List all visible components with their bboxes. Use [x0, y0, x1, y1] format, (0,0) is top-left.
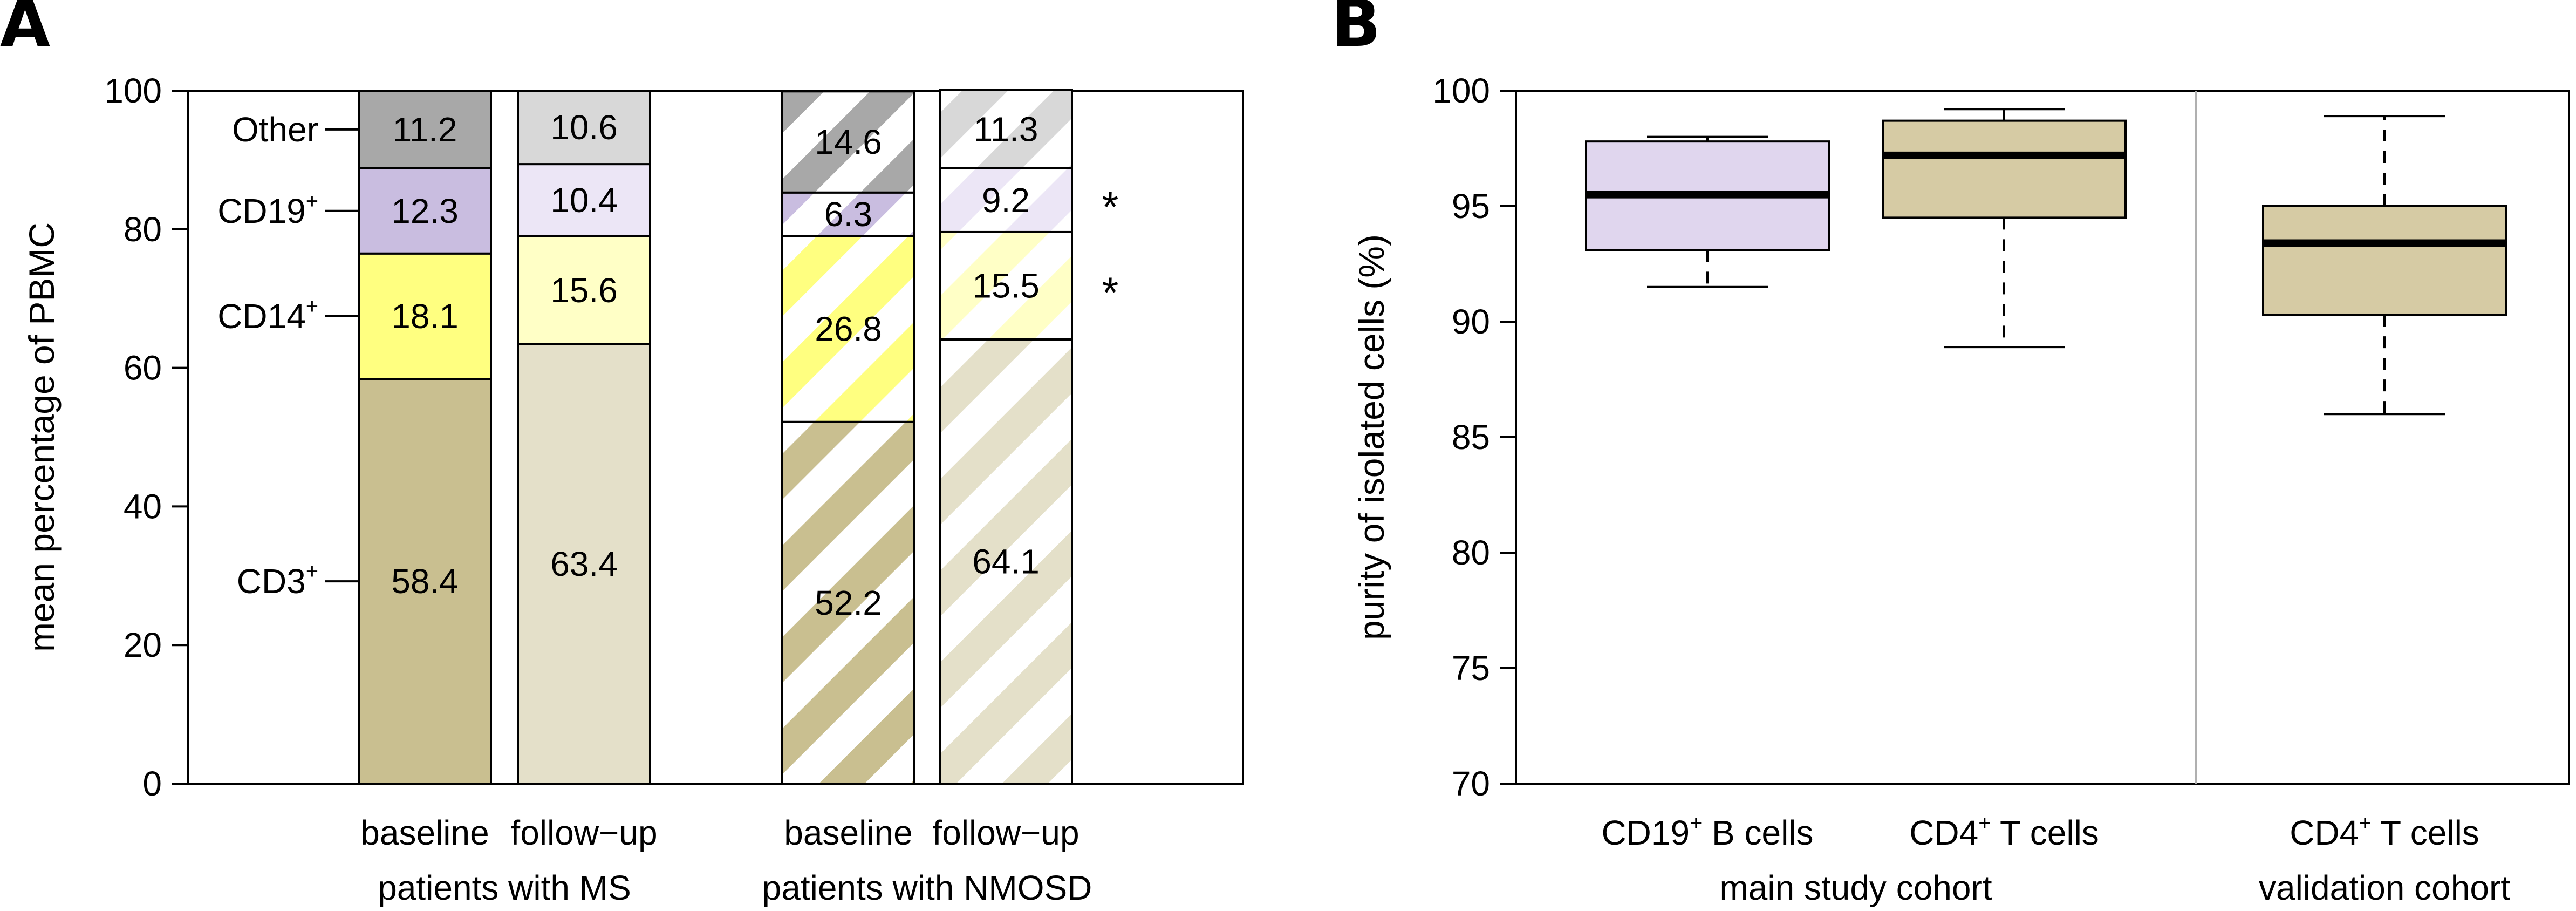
legend-label-cd19-sup: + [306, 189, 318, 213]
box-iqr [2262, 205, 2507, 316]
x-tick-label-b-sup: + [1690, 811, 1702, 835]
x-tick-label-a: baseline [784, 813, 912, 852]
x-tick-label-b-base: CD19 [1601, 813, 1690, 852]
data-label-cd19: 9.2 [982, 181, 1030, 220]
legend-label-other: Other [232, 110, 318, 149]
y-tick-label-b: 100 [1432, 71, 1490, 110]
y-tick-label-a: 100 [104, 71, 162, 110]
bar-segment-hatch [782, 421, 914, 784]
data-label-cd3: 58.4 [391, 562, 459, 601]
legend-label-cd14-sup: + [306, 295, 318, 318]
data-label-cd14: 15.5 [972, 266, 1040, 305]
x-tick-label-b-base: CD4 [1909, 813, 1978, 852]
bar-segment-hatch [940, 168, 1072, 232]
group-label-a: patients with MS [378, 868, 631, 907]
data-label-cd14: 15.6 [550, 271, 618, 310]
x-tick-label-a: follow−up [932, 813, 1079, 852]
bar-segment-outline [517, 90, 651, 166]
x-tick-label-b: CD4+ T cells [1909, 811, 2099, 852]
data-label-other: 14.6 [815, 123, 882, 161]
y-tick-label-b: 85 [1452, 418, 1490, 457]
data-label-cd19: 6.3 [824, 195, 872, 234]
x-tick-label-b-suffix: T cells [2371, 813, 2479, 852]
y-axis-label-b: purity of isolated cells (%) [1351, 234, 1391, 640]
data-label-cd14: 18.1 [391, 297, 459, 336]
bar-segment-cd14 [359, 253, 491, 379]
group-label-b: main study cohort [1719, 868, 1992, 907]
y-tick-label-a: 80 [124, 210, 162, 249]
bar-segment-other [518, 91, 650, 165]
x-tick-label-b: CD4+ T cells [2290, 811, 2479, 852]
data-label-other: 10.6 [550, 108, 618, 147]
bar-segment-cd14 [518, 236, 650, 344]
x-tick-label-b-suffix: B cells [1702, 813, 1813, 852]
panel-a-stacked-bar-chart: 0 20 40 60 80 100 mean percentage of PBMC 58.4 1… [22, 71, 1244, 907]
data-label-other: 11.3 [974, 110, 1038, 148]
y-tick-label-b: 80 [1452, 533, 1490, 572]
legend-label-cd3-sup: + [306, 560, 318, 583]
bar-segment-hatch [940, 90, 1072, 168]
data-label-cd3: 63.4 [550, 545, 618, 583]
bar-segment-cd3 [518, 344, 650, 784]
x-tick-label-b-suffix: T cells [1991, 813, 2099, 852]
x-tick-label-b-sup: + [1978, 811, 1991, 835]
y-tick-label-a: 60 [124, 349, 162, 387]
panel-b-box-plot: 70 75 80 85 90 95 100 purity of isolated cells … [1351, 71, 2570, 907]
y-tick-label-b: 75 [1452, 649, 1490, 688]
y-tick-label-a: 20 [124, 626, 162, 664]
y-tick-label-b: 90 [1452, 302, 1490, 341]
x-tick-label-b-base: CD4 [2290, 813, 2359, 852]
data-label-other: 11.2 [393, 110, 457, 149]
legend-label-cd14-base: CD14 [217, 297, 306, 336]
data-label-cd14: 26.8 [815, 310, 882, 349]
legend-label-other-base: Other [232, 110, 318, 149]
x-tick-label-a: follow−up [510, 813, 657, 852]
legend-label-cd14: CD14+ [217, 295, 318, 336]
y-tick-label-a: 0 [142, 764, 162, 803]
bar-segment-other [359, 91, 491, 168]
data-label-cd3: 64.1 [972, 542, 1040, 581]
data-label-cd3: 52.2 [815, 583, 882, 622]
data-label-cd19: 10.4 [550, 181, 618, 220]
bar-segment-outline [781, 90, 915, 194]
panel-a-letter: A [0, 0, 50, 62]
bar-segment-hatch [782, 236, 914, 422]
y-axis-label-a: mean percentage of PBMC [22, 222, 62, 652]
significance-marker: * [1102, 183, 1118, 231]
bar-segment-cd3 [359, 379, 491, 784]
x-tick-label-b-sup: + [2359, 811, 2371, 835]
bar-segment-hatch [782, 192, 914, 236]
bar-segment-cd19 [518, 164, 650, 236]
group-label-b: validation cohort [2259, 868, 2510, 907]
box-iqr [1882, 119, 2127, 219]
plot-frame-a [187, 90, 1244, 785]
panel-b-letter: B [1331, 0, 1381, 62]
bar-segment-cd19 [359, 168, 491, 254]
bar-segment-hatch [782, 91, 914, 193]
data-label-cd19: 12.3 [391, 192, 459, 230]
bar-segment-hatch [940, 339, 1072, 784]
legend-label-cd19: CD19+ [217, 189, 318, 230]
x-tick-label-a: baseline [360, 813, 489, 852]
group-label-a: patients with NMOSD [762, 868, 1092, 907]
y-tick-label-a: 40 [124, 487, 162, 526]
y-tick-label-b: 70 [1452, 764, 1490, 803]
legend-label-cd3: CD3+ [237, 560, 318, 601]
y-tick-label-b: 95 [1452, 187, 1490, 226]
x-tick-label-b: CD19+ B cells [1601, 811, 1813, 852]
legend-label-cd3-base: CD3 [237, 562, 306, 601]
bar-segment-outline [939, 89, 1073, 169]
bar-segment-hatch [940, 232, 1072, 339]
legend-label-cd19-base: CD19 [217, 192, 306, 230]
significance-marker: * [1102, 268, 1118, 316]
